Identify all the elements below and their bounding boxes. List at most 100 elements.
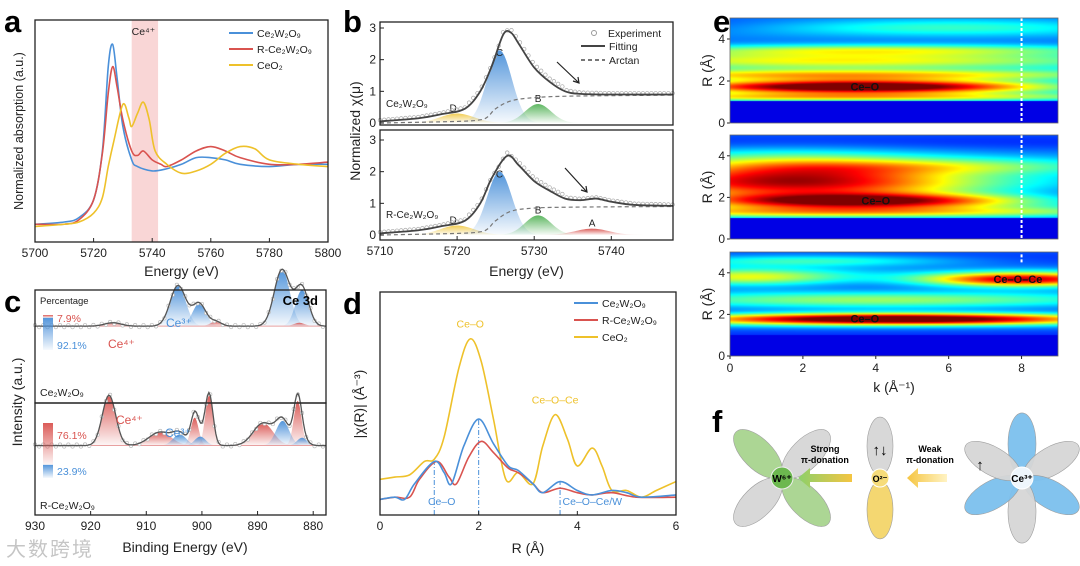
o-electron-spin: ↑↓ (873, 442, 888, 459)
x-tick-label: 4 (872, 361, 879, 375)
legend-label: CeO₂ (257, 60, 283, 72)
peak-annotation: Ce–O (428, 496, 455, 508)
subplot-1: 76.1% 23.9% Ce⁴⁺ Ce³⁺ R-Ce₂W₂O₉ (32, 391, 327, 516)
experiment-point (560, 191, 565, 197)
subplot-0: 7.9% 92.1% Ce⁴⁺ Ce³⁺ Ce₂W₂O₉ (32, 268, 327, 404)
panel-d-ft-exafs: Ce₂W₂O₉ R-Ce₂W₂O₉ CeO₂ Ce–O Ce–O–Ce Ce–O Ce–O–… (351, 291, 680, 556)
peak-label: C (496, 48, 503, 59)
plot-frame (379, 129, 674, 241)
experiment-point (547, 185, 552, 190)
experiment-point (560, 84, 565, 89)
ce4-percentage-bar (43, 315, 53, 318)
peak-area-ce4 (281, 322, 318, 327)
strong-label: Strong (811, 444, 840, 454)
y-axis-title: Normalized absorption (a.u.) (12, 52, 26, 210)
peak-area-ce3 (182, 436, 219, 446)
sample-label: Ce₂W₂O₉ (40, 387, 84, 399)
legend-label: Fitting (609, 41, 638, 53)
ce3-percentage: 23.9% (57, 466, 87, 478)
peak-area-B (496, 104, 580, 123)
peak-area-C (460, 50, 538, 123)
y-axis-title: Intensity (a.u.) (9, 358, 25, 447)
x-tick-label: 900 (192, 519, 212, 533)
peak-label: A (589, 219, 596, 230)
sample-label: R-Ce₂W₂O₉ (386, 210, 438, 221)
y-axis-title: R (Å) (699, 288, 715, 321)
x-tick-label: 5740 (139, 246, 166, 260)
arrow-annotation (564, 167, 588, 193)
ce4-shaded-region (131, 20, 159, 242)
x-axis-title: Energy (eV) (144, 263, 219, 279)
x-axis-title: Binding Energy (eV) (122, 539, 247, 555)
legend-label: R-Ce₂W₂O₉ (602, 315, 657, 327)
x-tick-label: 5740 (598, 244, 625, 258)
x-tick-label: 0 (377, 519, 384, 533)
w-center (770, 466, 794, 490)
shaded-region-label: Ce⁴⁺ (132, 26, 156, 38)
sample-label: Ce₂W₂O₉ (386, 99, 428, 110)
x-tick-label: 5720 (444, 244, 471, 258)
y-tick-label: 3 (369, 133, 376, 147)
x-tick-label: 910 (136, 519, 156, 533)
bond-annotation: Ce–O (850, 314, 879, 326)
heatmap-frame (729, 134, 1059, 240)
x-tick-label: 2 (800, 361, 807, 375)
experiment-point (539, 68, 544, 73)
x-tick-label: 880 (303, 519, 323, 533)
experiment-point (555, 81, 561, 87)
percentage-label: Percentage (40, 296, 89, 307)
peak-area-ce3 (177, 303, 221, 327)
experiment-point (530, 174, 535, 179)
panel-label-a: a (4, 4, 22, 39)
x-tick-label: 8 (1018, 361, 1025, 375)
ce3-percentage-bar (43, 464, 53, 478)
experiment-point (505, 28, 510, 33)
y-tick-label: 1 (369, 84, 376, 98)
legend-label: CeO₂ (602, 332, 628, 344)
x-tick-label: 5800 (315, 246, 342, 260)
y-tick-label: 0 (718, 116, 725, 130)
x-axis-title: R (Å) (512, 540, 545, 556)
y-tick-label: 2 (718, 307, 725, 321)
peak-area-ce3 (261, 420, 304, 446)
experiment-point (547, 76, 552, 81)
peak-annotation: Ce–O–Ce/W (563, 496, 623, 508)
panel-label-d: d (343, 286, 362, 321)
panel-b-fitting: DCBCe₂W₂O₉0123DCBAR-Ce₂W₂O₉0123Experimen… (347, 21, 675, 279)
panel-c-xps: 7.9% 92.1% Ce⁴⁺ Ce³⁺ Ce₂W₂O₉ 76.1% 23.9% Ce⁴⁺ Ce… (9, 268, 327, 555)
x-tick-label: 0 (727, 361, 734, 375)
ce3-percentage-bar (43, 317, 53, 350)
o-ion-label: O²⁻ (873, 474, 888, 484)
series-line-1 (34, 65, 329, 226)
x-axis-title: Energy (eV) (489, 263, 564, 279)
y-tick-label: 4 (718, 266, 725, 280)
legend-label: Ce₂W₂O₉ (602, 298, 646, 310)
x-tick-label: 5700 (22, 246, 49, 260)
y-tick-label: 4 (718, 149, 725, 163)
ce-center (1010, 466, 1034, 490)
plot-frame (34, 19, 329, 243)
y-tick-label: 0 (369, 116, 376, 130)
x-tick-label: 6 (673, 519, 680, 533)
y-tick-label: 0 (369, 228, 376, 242)
w-ion-label: W⁶⁺ (772, 474, 791, 485)
experiment-point (534, 64, 540, 70)
peak-area-B (496, 215, 580, 235)
y-tick-label: 2 (718, 74, 725, 88)
x-tick-label: 920 (81, 519, 101, 533)
ce4-percentage-bar (43, 423, 53, 465)
y-axis-title: Normalized χ(μ) (347, 81, 363, 180)
experiment-point (543, 182, 548, 188)
panel-label-f: f (712, 404, 723, 439)
arctan-line (379, 205, 674, 236)
y-tick-label: 0 (718, 232, 725, 246)
plot-frame (379, 21, 674, 126)
x-tick-label: 4 (574, 519, 581, 533)
heatmap-frame (729, 17, 1059, 124)
arrow-annotation (556, 61, 580, 84)
experiment-point (551, 79, 557, 84)
ce-ion-label: Ce³⁺ (1011, 474, 1032, 485)
peak-annotation: Ce–O (457, 319, 484, 331)
